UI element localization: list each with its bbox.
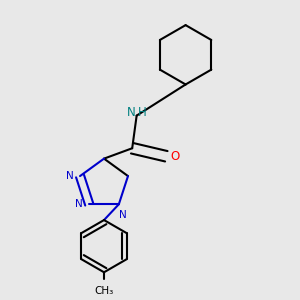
Text: CH₃: CH₃ xyxy=(94,286,114,296)
Text: N: N xyxy=(75,199,83,209)
Text: N: N xyxy=(118,210,126,220)
Text: N: N xyxy=(66,171,74,181)
Text: N: N xyxy=(126,106,135,118)
Text: H: H xyxy=(138,106,147,118)
Text: O: O xyxy=(170,150,179,163)
